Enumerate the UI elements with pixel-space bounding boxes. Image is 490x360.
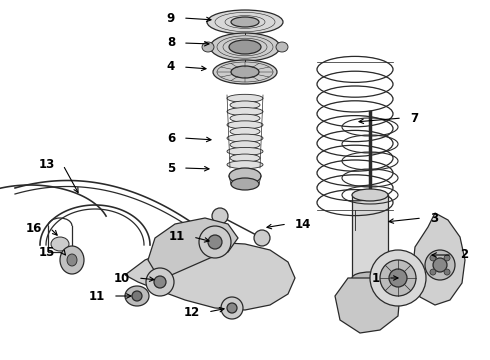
Circle shape: [221, 297, 243, 319]
Ellipse shape: [227, 161, 263, 169]
Text: 11: 11: [89, 289, 105, 302]
Text: 4: 4: [167, 60, 175, 73]
Circle shape: [227, 303, 237, 313]
Circle shape: [212, 208, 228, 224]
Circle shape: [380, 260, 416, 296]
Ellipse shape: [352, 272, 388, 284]
Text: 7: 7: [410, 112, 418, 125]
Circle shape: [430, 269, 436, 275]
Ellipse shape: [231, 178, 259, 190]
Ellipse shape: [229, 40, 261, 54]
Circle shape: [370, 250, 426, 306]
Ellipse shape: [227, 134, 263, 142]
Ellipse shape: [230, 101, 260, 109]
Text: 5: 5: [167, 162, 175, 175]
Ellipse shape: [207, 10, 283, 34]
Text: 11: 11: [169, 230, 185, 243]
Text: 3: 3: [430, 211, 438, 225]
Text: 14: 14: [295, 217, 311, 230]
Ellipse shape: [213, 60, 277, 84]
Ellipse shape: [202, 42, 214, 52]
Text: 12: 12: [184, 306, 200, 319]
Circle shape: [254, 230, 270, 246]
Polygon shape: [335, 278, 400, 333]
Text: 10: 10: [114, 271, 130, 284]
Ellipse shape: [230, 127, 260, 135]
Ellipse shape: [227, 94, 263, 102]
Ellipse shape: [230, 154, 260, 162]
Ellipse shape: [210, 33, 280, 61]
Circle shape: [430, 255, 436, 261]
Circle shape: [433, 258, 447, 272]
Polygon shape: [412, 213, 465, 305]
Ellipse shape: [60, 246, 84, 274]
Ellipse shape: [230, 114, 260, 122]
Circle shape: [425, 250, 455, 280]
Ellipse shape: [230, 141, 260, 149]
Ellipse shape: [352, 189, 388, 201]
Ellipse shape: [227, 147, 263, 156]
Ellipse shape: [231, 66, 259, 78]
Polygon shape: [148, 218, 238, 280]
Ellipse shape: [227, 108, 263, 116]
Polygon shape: [352, 195, 388, 278]
Circle shape: [444, 255, 450, 261]
Polygon shape: [125, 242, 295, 310]
Text: 16: 16: [25, 221, 42, 234]
Text: 15: 15: [39, 246, 55, 258]
Text: 2: 2: [460, 248, 468, 261]
Circle shape: [444, 269, 450, 275]
Ellipse shape: [208, 235, 222, 249]
Ellipse shape: [199, 226, 231, 258]
Circle shape: [389, 269, 407, 287]
Ellipse shape: [154, 276, 166, 288]
Ellipse shape: [146, 268, 174, 296]
Ellipse shape: [125, 286, 149, 306]
Text: 6: 6: [167, 131, 175, 144]
Ellipse shape: [276, 42, 288, 52]
Ellipse shape: [132, 291, 142, 301]
Ellipse shape: [51, 237, 69, 251]
Text: 9: 9: [167, 12, 175, 24]
Ellipse shape: [229, 168, 261, 184]
Text: 8: 8: [167, 36, 175, 49]
Ellipse shape: [227, 121, 263, 129]
Text: 13: 13: [39, 158, 55, 171]
Ellipse shape: [231, 17, 259, 27]
Ellipse shape: [67, 254, 77, 266]
Text: 1: 1: [372, 271, 380, 284]
